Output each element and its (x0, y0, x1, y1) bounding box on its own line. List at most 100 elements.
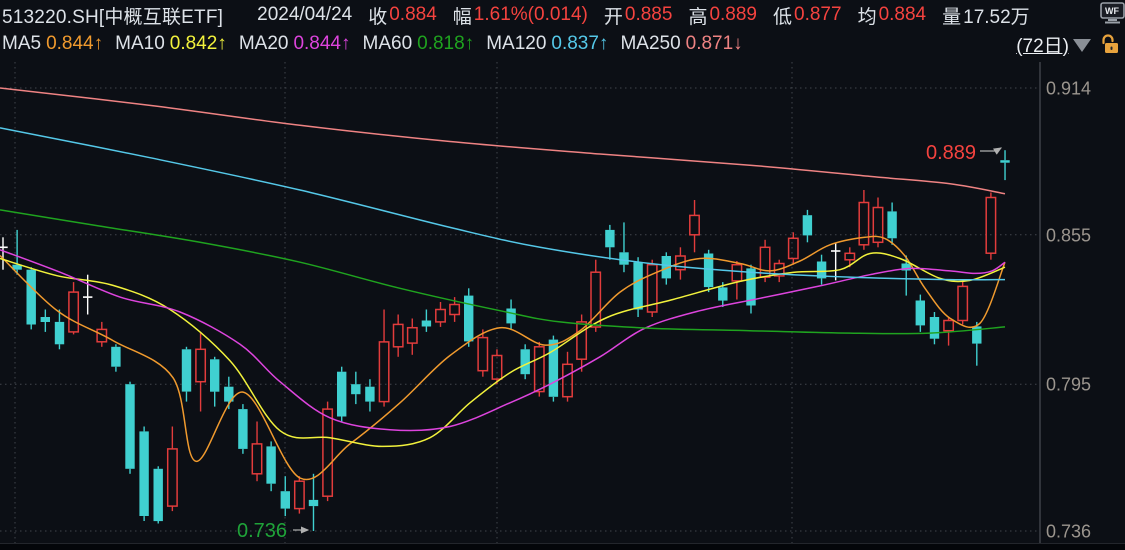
ma-line-ma120 (0, 127, 1006, 281)
quote-field-label: 高 (688, 6, 708, 28)
candle (562, 351, 573, 402)
candle (337, 366, 347, 422)
ma-legend-item: MA5 0.844↑ (2, 33, 103, 55)
quote-field: 开 0.885 (604, 2, 673, 29)
header-row: 513220.SH[中概互联ETF] 2024/04/24 收 0.884 幅 1.6… (0, 0, 1125, 30)
ma-name: MA10 (115, 32, 165, 54)
quote-field-label: 低 (773, 6, 793, 28)
period-label[interactable]: (72日) (1016, 35, 1069, 57)
candle (464, 288, 474, 347)
quote-field-value: 17.52万 (963, 6, 1030, 28)
quote-field: 量 17.52万 (942, 2, 1030, 29)
candle (548, 335, 559, 402)
y-axis-tick-label: 0.914 (1046, 79, 1091, 99)
candle (590, 259, 602, 332)
candle (125, 381, 135, 474)
candle (773, 259, 785, 283)
chevron-down-icon[interactable] (1073, 39, 1091, 52)
ma-name: MA60 (362, 32, 413, 54)
annotation-arrow (980, 147, 1003, 155)
candle (661, 252, 671, 285)
ma-line-ma10 (0, 252, 1006, 448)
ma-legend: MA5 0.844↑ MA10 0.842↑ MA20 0.844↑ MA60 0.818↑ M… (0, 33, 753, 55)
candle (646, 259, 658, 317)
candle (435, 302, 446, 327)
symbol-title: 513220.SH[中概互联ETF] (2, 6, 224, 28)
candle (40, 309, 50, 332)
candle (238, 404, 248, 454)
ma-legend-item: MA120 0.837↑ (486, 33, 608, 55)
candle (844, 247, 856, 268)
ma-name: MA5 (2, 32, 42, 54)
y-axis-labels: 0.914 0.855 0.795 0.736 (1046, 79, 1091, 542)
candle (943, 317, 955, 346)
candle (322, 401, 334, 502)
candle (957, 280, 969, 325)
candle (802, 209, 813, 243)
ma-lines (0, 87, 1006, 481)
candle (1000, 150, 1010, 181)
monitor-watermark-icon: WF (1100, 2, 1125, 24)
candle (619, 222, 629, 273)
candle (787, 232, 799, 265)
candle (139, 426, 149, 521)
high-price-label: 0.889 (926, 142, 976, 164)
candle (392, 314, 404, 357)
candle (689, 200, 700, 253)
ma-legend-row: MA5 0.844↑ MA10 0.842↑ MA20 0.844↑ MA60 0.818↑ M… (0, 29, 1125, 58)
quote-field: 高 0.889 (688, 2, 757, 29)
candle (308, 473, 319, 531)
quote-field-value: 0.884 (389, 4, 437, 25)
quote-field-label: 均 (857, 6, 877, 28)
candle (605, 224, 615, 260)
candle (12, 229, 22, 275)
quote-field-value: 1.61%(0.014) (473, 4, 588, 25)
quote-field: 均 0.884 (858, 2, 927, 29)
candle (54, 309, 65, 350)
ma-legend-item: MA20 0.844↑ (239, 33, 351, 55)
candle (872, 197, 884, 248)
candle (181, 346, 192, 402)
y-axis-tick-label: 0.855 (1046, 225, 1091, 245)
candle (166, 426, 178, 512)
candle (96, 321, 108, 347)
candle (929, 312, 940, 345)
candle (421, 309, 432, 332)
candle (266, 441, 276, 492)
unlocked-padlock-icon[interactable] (1101, 33, 1120, 55)
quote-field: 幅 1.61%(0.014) (453, 2, 588, 29)
candle (731, 261, 743, 300)
candle (858, 190, 870, 250)
svg-text:WF: WF (1105, 6, 1119, 16)
trade-date: 2024/04/24 (257, 4, 353, 25)
candle (0, 237, 8, 270)
ma-line-ma250 (0, 87, 1006, 195)
quote-fields: 收 0.884 幅 1.61%(0.014) 开 0.885 高 0.889 低 0.877 均 0.… (352, 2, 1029, 29)
y-axis-tick-label: 0.736 (1046, 522, 1091, 542)
ma-line-ma5 (0, 235, 1006, 481)
ma-value: 0.871↓ (685, 32, 743, 54)
candle (985, 192, 997, 260)
candle (887, 202, 897, 245)
candle (251, 421, 263, 482)
candle (293, 476, 305, 514)
quote-field-label: 开 (603, 6, 623, 28)
low-price-label: 0.736 (237, 520, 287, 542)
ma-line-ma60 (0, 209, 1006, 335)
candle (703, 249, 714, 293)
candlestick-chart[interactable]: 0.914 0.855 0.795 0.736 0.889 0.736 (0, 58, 1125, 550)
grid (0, 62, 1040, 543)
ma-value: 0.844↑ (46, 32, 104, 54)
quote-field-value: 0.885 (624, 4, 673, 25)
candle (83, 274, 93, 315)
period-selector[interactable]: (72日) (1016, 31, 1120, 57)
ma-legend-item: MA60 0.818↑ (363, 33, 475, 55)
candle (195, 331, 207, 412)
quote-field-value: 0.884 (878, 4, 927, 25)
candle (816, 254, 827, 285)
quote-field-value: 0.877 (794, 4, 842, 25)
candle (915, 294, 925, 332)
candle (280, 476, 290, 517)
quote-field: 收 0.884 (368, 2, 437, 29)
